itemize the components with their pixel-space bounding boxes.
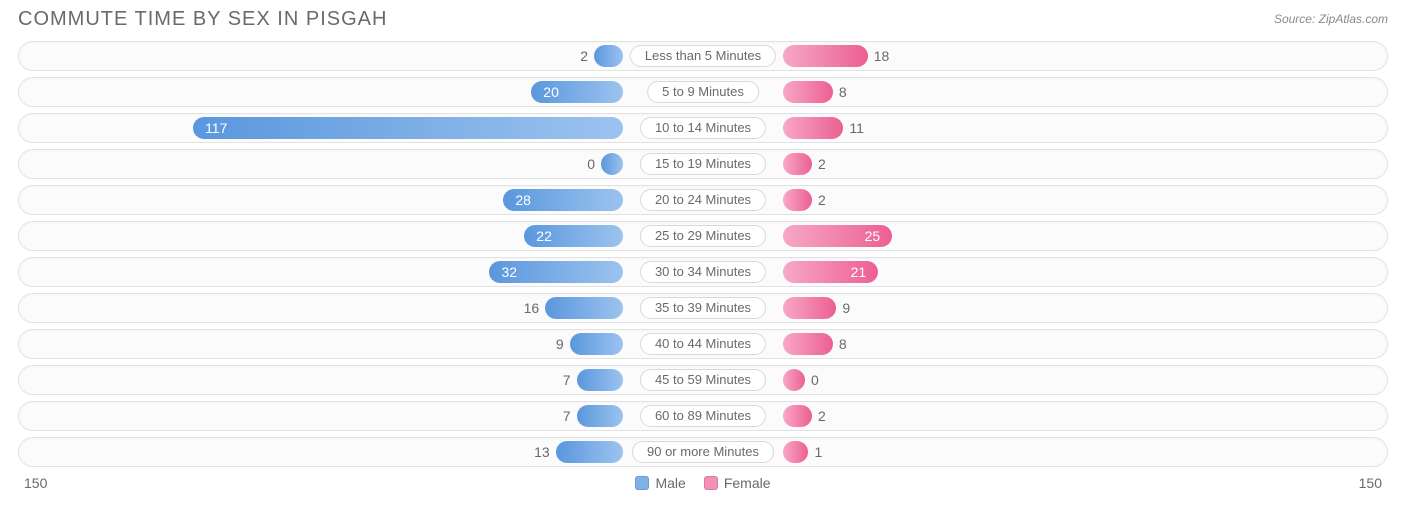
value-female: 2	[818, 192, 826, 208]
value-female: 25	[865, 228, 881, 244]
chart-row: 28 2 20 to 24 Minutes	[18, 185, 1388, 215]
category-label: 5 to 9 Minutes	[647, 81, 759, 103]
value-female: 0	[811, 372, 819, 388]
bar-male	[570, 333, 623, 355]
bar-male	[556, 441, 623, 463]
chart-row: 7 0 45 to 59 Minutes	[18, 365, 1388, 395]
value-male: 7	[563, 408, 571, 424]
category-label: 15 to 19 Minutes	[640, 153, 766, 175]
chart-row: 117 11 10 to 14 Minutes	[18, 113, 1388, 143]
bar-male	[577, 369, 623, 391]
bar-female	[783, 153, 812, 175]
value-female: 21	[851, 264, 867, 280]
category-label: 30 to 34 Minutes	[640, 261, 766, 283]
value-male: 32	[501, 264, 517, 280]
chart-row: 7 2 60 to 89 Minutes	[18, 401, 1388, 431]
category-label: 10 to 14 Minutes	[640, 117, 766, 139]
legend-swatch-male	[635, 476, 649, 490]
bar-female	[783, 369, 805, 391]
value-male: 22	[536, 228, 552, 244]
bar-female	[783, 405, 812, 427]
bar-male	[545, 297, 623, 319]
legend-swatch-female	[704, 476, 718, 490]
bar-male	[577, 405, 623, 427]
legend-label-female: Female	[724, 475, 771, 491]
chart-row: 32 21 30 to 34 Minutes	[18, 257, 1388, 287]
value-male: 16	[524, 300, 540, 316]
chart-source: Source: ZipAtlas.com	[1274, 8, 1388, 26]
value-male: 13	[534, 444, 550, 460]
legend: Male Female	[635, 475, 770, 491]
category-label: Less than 5 Minutes	[630, 45, 776, 67]
value-female: 8	[839, 84, 847, 100]
bar-female	[783, 297, 836, 319]
category-label: 35 to 39 Minutes	[640, 297, 766, 319]
chart-footer: 150 Male Female 150	[0, 473, 1406, 491]
legend-label-male: Male	[655, 475, 685, 491]
value-female: 9	[842, 300, 850, 316]
bar-female	[783, 117, 843, 139]
category-label: 20 to 24 Minutes	[640, 189, 766, 211]
value-female: 8	[839, 336, 847, 352]
legend-item-female: Female	[704, 475, 771, 491]
chart-row: 0 2 15 to 19 Minutes	[18, 149, 1388, 179]
value-male: 20	[543, 84, 559, 100]
chart-row: 9 8 40 to 44 Minutes	[18, 329, 1388, 359]
legend-item-male: Male	[635, 475, 685, 491]
category-label: 45 to 59 Minutes	[640, 369, 766, 391]
value-male: 0	[587, 156, 595, 172]
bar-female	[783, 189, 812, 211]
bar-female	[783, 333, 833, 355]
chart-row: 2 18 Less than 5 Minutes	[18, 41, 1388, 71]
bar-female	[783, 45, 868, 67]
chart-header: COMMUTE TIME BY SEX IN PISGAH Source: Zi…	[0, 0, 1406, 37]
value-male: 117	[205, 120, 227, 136]
axis-left-max: 150	[24, 475, 47, 491]
chart-area: 218Less than 5 Minutes2085 to 9 Minutes1…	[0, 37, 1406, 467]
category-label: 25 to 29 Minutes	[640, 225, 766, 247]
chart-title: COMMUTE TIME BY SEX IN PISGAH	[18, 8, 387, 31]
value-male: 2	[580, 48, 588, 64]
category-label: 40 to 44 Minutes	[640, 333, 766, 355]
chart-row: 13 1 90 or more Minutes	[18, 437, 1388, 467]
chart-row: 16 9 35 to 39 Minutes	[18, 293, 1388, 323]
value-female: 1	[814, 444, 822, 460]
bar-male	[193, 117, 623, 139]
bar-male	[601, 153, 623, 175]
value-male: 7	[563, 372, 571, 388]
value-male: 9	[556, 336, 564, 352]
value-female: 11	[849, 120, 864, 136]
value-female: 2	[818, 408, 826, 424]
value-female: 18	[874, 48, 890, 64]
bar-male	[594, 45, 623, 67]
bar-female	[783, 81, 833, 103]
bar-female	[783, 441, 808, 463]
category-label: 60 to 89 Minutes	[640, 405, 766, 427]
chart-row: 22 25 25 to 29 Minutes	[18, 221, 1388, 251]
category-label: 90 or more Minutes	[632, 441, 774, 463]
axis-right-max: 150	[1359, 475, 1382, 491]
value-male: 28	[515, 192, 531, 208]
value-female: 2	[818, 156, 826, 172]
chart-row: 20 8 5 to 9 Minutes	[18, 77, 1388, 107]
